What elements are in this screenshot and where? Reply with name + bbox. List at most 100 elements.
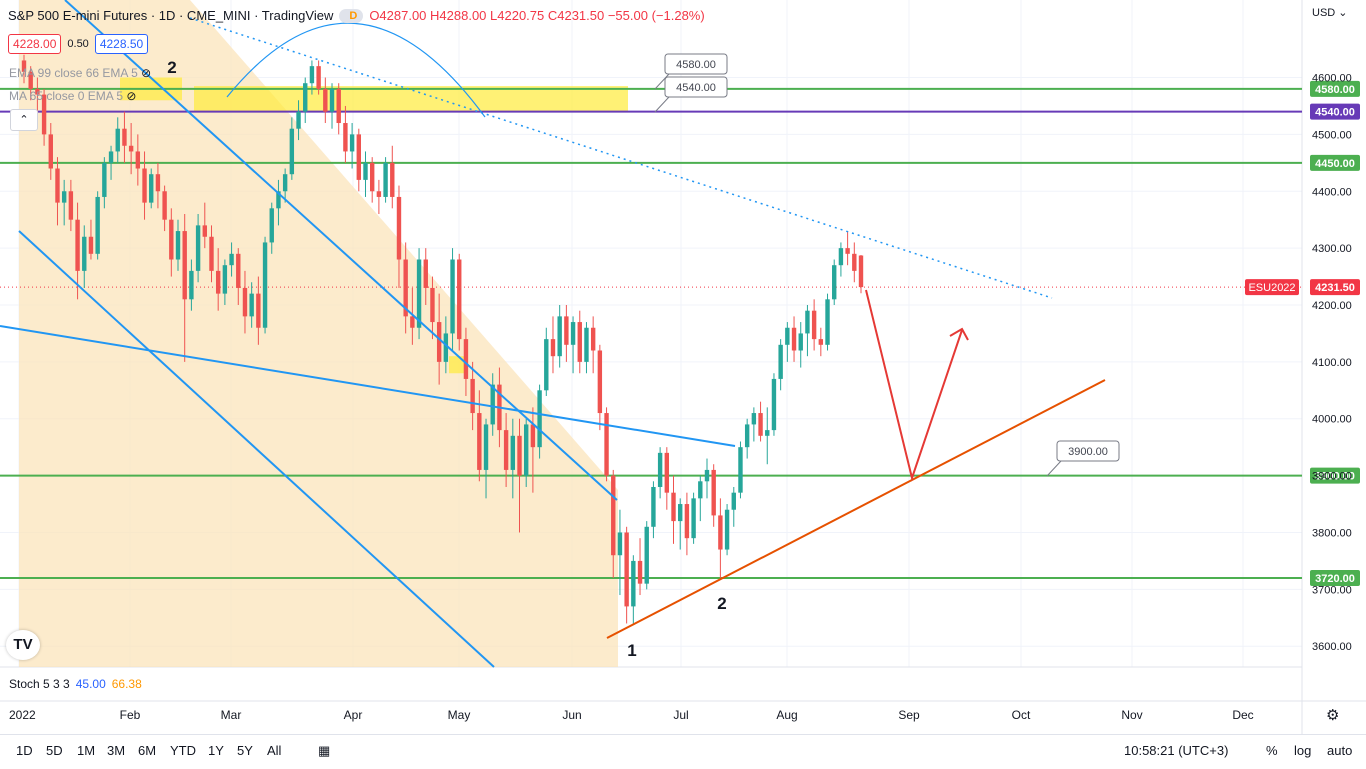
ma-indicator-legend[interactable]: MA 65 close 0 EMA 5 ⊘	[9, 89, 137, 103]
clock-readout[interactable]: 10:58:21 (UTC+3)	[1124, 743, 1229, 758]
time-tick-label: Sep	[898, 708, 920, 722]
support-trendline	[606, 379, 1106, 639]
auto-toggle[interactable]: auto	[1327, 743, 1353, 758]
ask-price-button[interactable]: 4228.50	[94, 34, 149, 54]
candle-body	[108, 151, 114, 163]
log-toggle[interactable]: log	[1294, 743, 1312, 758]
callout-pointer	[654, 73, 670, 90]
candle-body	[724, 509, 730, 550]
candle-body	[604, 413, 609, 476]
candle-body	[691, 498, 696, 539]
range-all[interactable]: All	[267, 743, 282, 758]
callout-label: 3900.00	[1068, 446, 1108, 458]
level-price-tag	[1310, 569, 1360, 586]
candle-body	[557, 316, 562, 357]
candle-body	[671, 492, 676, 522]
candle-body	[303, 83, 308, 112]
hidden-eye-icon[interactable]: ⊘	[141, 66, 152, 80]
candle-body	[564, 316, 569, 345]
candle-body	[102, 162, 107, 197]
candle-body	[771, 378, 777, 431]
ema-indicator-legend[interactable]: EMA 99 close 66 EMA 5 ⊘	[9, 66, 152, 80]
candle-body	[550, 339, 556, 357]
price-tick-label: 4400.00	[1312, 186, 1352, 198]
candle-body	[624, 532, 629, 607]
candle-body	[517, 435, 522, 476]
candle-body	[169, 219, 174, 260]
candle-body	[182, 231, 187, 300]
callout-box	[1056, 440, 1120, 462]
candle-body	[115, 128, 120, 152]
bid-ask-panel: 4228.00 0.50 4228.50	[8, 34, 149, 54]
percent-toggle[interactable]: %	[1266, 743, 1278, 758]
range-ytd[interactable]: YTD	[170, 743, 196, 758]
candle-body	[637, 560, 643, 584]
candle-body	[256, 293, 261, 328]
gear-icon[interactable]: ⚙	[1326, 707, 1340, 724]
candle-body	[363, 162, 368, 180]
callout-pointer	[654, 96, 670, 113]
candle-body	[323, 88, 328, 112]
price-tick-label: 3800.00	[1312, 527, 1352, 539]
candle-body	[457, 259, 462, 340]
callout-label: 4580.00	[676, 59, 716, 71]
candle-body	[343, 123, 348, 152]
price-tick-label: 3700.00	[1312, 584, 1352, 596]
ohlc-values: O4287.00 H4288.00 L4220.75 C4231.50 −55.…	[369, 8, 705, 23]
candle-body	[791, 327, 797, 351]
candle-body	[590, 327, 596, 351]
candle-body	[383, 162, 388, 197]
candle-body	[229, 253, 234, 266]
candle-body	[858, 255, 864, 288]
candle-body	[222, 265, 228, 294]
candle-body	[209, 236, 214, 271]
candle-body	[35, 88, 40, 95]
candle-body	[570, 322, 576, 345]
range-1m[interactable]: 1M	[77, 743, 96, 758]
chevron-up-icon[interactable]: ⌃	[10, 109, 38, 131]
arc-drawing	[226, 22, 486, 118]
candle-body	[289, 128, 295, 175]
candle-body	[765, 430, 770, 436]
range-6m[interactable]: 6M	[138, 743, 157, 758]
candle-body	[503, 430, 509, 470]
channel-upper-line	[64, 0, 618, 501]
candle-body	[584, 327, 589, 362]
candle-body	[396, 196, 402, 260]
candle-body	[128, 145, 134, 152]
calendar-icon[interactable]: ▦	[318, 743, 331, 758]
candle-body	[443, 333, 449, 362]
candle-body	[135, 151, 141, 169]
range-5d[interactable]: 5D	[46, 743, 63, 758]
tradingview-logo[interactable]: TV	[6, 630, 40, 660]
hidden-eye-icon[interactable]: ⊘	[126, 89, 137, 103]
candle-body	[825, 299, 830, 345]
currency-selector[interactable]: USD ⌄	[1312, 7, 1348, 19]
candle-body	[242, 287, 248, 317]
range-5y[interactable]: 5Y	[237, 743, 253, 758]
candle-body	[61, 191, 67, 203]
wave-label: 1	[627, 641, 636, 660]
symbol-title[interactable]: S&P 500 E-mini Futures · 1D · CME_MINI ·…	[8, 8, 334, 23]
candle-body	[490, 384, 495, 425]
candle-body	[82, 236, 87, 271]
callout-label: 4540.00	[676, 82, 716, 94]
bid-price-button[interactable]: 4228.00	[8, 34, 62, 54]
candle-body	[805, 310, 810, 334]
range-1y[interactable]: 1Y	[208, 743, 224, 758]
market-status-badge[interactable]: D	[339, 8, 364, 23]
candle-body	[282, 174, 288, 192]
candle-body	[296, 111, 301, 129]
stoch-legend[interactable]: Stoch 5 3 3 45.00 66.38	[9, 677, 142, 691]
candle-body	[651, 486, 656, 527]
level-price-tag	[1310, 154, 1360, 171]
symbol-tag	[1245, 279, 1299, 296]
range-3m[interactable]: 3M	[107, 743, 126, 758]
candle-body	[704, 469, 710, 482]
range-1d[interactable]: 1D	[16, 743, 33, 758]
candle-body	[390, 162, 395, 197]
candle-body	[644, 526, 649, 584]
level-price-label: 4450.00	[1315, 158, 1355, 170]
candle-body	[262, 242, 268, 328]
